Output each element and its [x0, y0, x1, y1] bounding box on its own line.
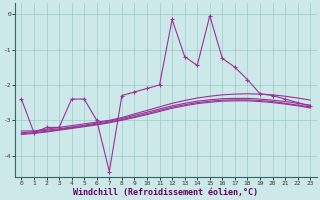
X-axis label: Windchill (Refroidissement éolien,°C): Windchill (Refroidissement éolien,°C) [73, 188, 258, 197]
